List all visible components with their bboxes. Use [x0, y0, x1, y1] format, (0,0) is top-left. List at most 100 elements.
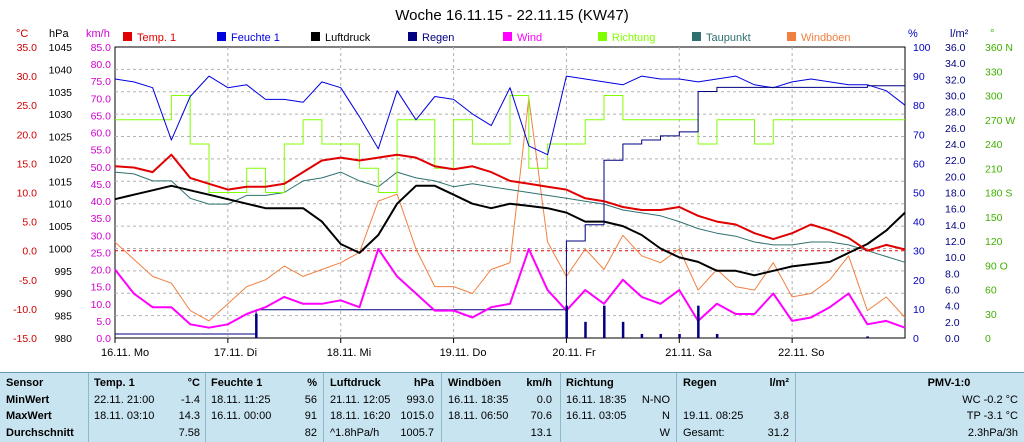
direction-tick-label: 330 [985, 66, 1003, 78]
wind-tick-label: 45.0 [91, 179, 112, 191]
pressure-tick-label: 990 [54, 288, 72, 300]
press-trend: ^1.8hPa/h [330, 426, 380, 439]
humidity-tick-label: 50 [913, 188, 925, 200]
temp-tick-label: 20.0 [17, 129, 38, 141]
wind-tick-label: 10.0 [91, 299, 112, 311]
stats-col-direction: Richtung 16.11. 18:35 N-NO 16.11. 03:05 N … [566, 375, 670, 441]
hum-unit: % [307, 377, 317, 389]
gust-min-date: 16.11. 18:35 [448, 393, 509, 406]
dir-min-value: N-NO [641, 393, 670, 406]
wind-tick-label: 50.0 [91, 162, 112, 174]
weather-chart: Woche 16.11.15 - 22.11.15 (KW47) Temp. 1… [13, 7, 1015, 359]
gust-min-value: 0.0 [536, 393, 552, 406]
direction-tick-label: 360 N [985, 42, 1013, 54]
temp-header: Temp. 1 [94, 377, 135, 389]
series-line-richtung [115, 95, 905, 193]
pressure-tick-label: 980 [54, 333, 72, 345]
rain-tick-label: 16.0 [945, 204, 966, 216]
press-unit: hPa [413, 377, 434, 389]
series-line-temp-1 [114, 153, 906, 252]
stats-col-humidity: Feuchte 1% 18.11. 11:25 56 16.11. 00:00 91… [211, 375, 317, 441]
stats-sensor-header: Sensor [6, 377, 44, 389]
hum-min-value: 56 [304, 393, 317, 406]
press-max-date: 18.11. 16:20 [330, 410, 391, 422]
legend-label: Windböen [801, 32, 851, 44]
rain-max-value: 3.8 [773, 410, 789, 422]
press-avg-value: 1005.7 [400, 426, 434, 439]
direction-tick-label: 180 S [985, 188, 1012, 200]
temp-max-value: 14.3 [178, 410, 200, 422]
direction-tick-label: 90 O [985, 260, 1008, 272]
stats-col-pressure: Luftdruck hPa 21.11. 12:05 993.0 18.11. 16… [330, 375, 434, 441]
press-min-value: 993.0 [406, 393, 434, 406]
wind-tick-label: 80.0 [91, 59, 112, 71]
wind-tick-label: 25.0 [91, 247, 112, 259]
gust-header: Windböen [448, 377, 502, 389]
rain-header: Regen [683, 377, 717, 389]
rain-unit: l/m² [769, 377, 789, 389]
direction-tick-label: 0 [985, 333, 991, 345]
series-line-regen [115, 85, 905, 335]
legend-label: Taupunkt [706, 32, 751, 44]
rain-tick-label: 8.0 [945, 268, 960, 280]
series-line-luftdruck [114, 184, 906, 277]
humidity-tick-label: 80 [913, 100, 925, 112]
wind-tick-label: 5.0 [96, 316, 111, 328]
legend-swatch [598, 32, 607, 41]
rain-tick-label: 28.0 [945, 107, 966, 119]
divider [795, 373, 796, 442]
legend-swatch [408, 32, 417, 41]
wind-tick-label: 15.0 [91, 282, 112, 294]
wind-tick-label: 20.0 [91, 265, 112, 277]
rain-bars [255, 305, 869, 338]
dir-max-date: 16.11. 03:05 [566, 410, 627, 422]
x-axis-label: 17.11. Di [214, 347, 257, 359]
rain-bar [697, 305, 700, 338]
series-line-taupunkt [114, 171, 906, 263]
divider [323, 373, 324, 442]
rain-bar [603, 305, 606, 338]
temp-tick-label: 35.0 [17, 42, 38, 54]
rain-bar [866, 336, 869, 338]
tick-labels: 35.0 30.0 25.0 20.0 15.0 10.0 5.0 0.0 -5.0 -10.0 -… [13, 42, 1015, 345]
pressure-tick-label: 1000 [49, 243, 73, 255]
pressure-tick-label: 1025 [49, 132, 73, 144]
x-axis-label: 20.11. Fr [552, 347, 596, 359]
wind-tick-label: 55.0 [91, 145, 112, 157]
rain-tick-label: 18.0 [945, 188, 966, 200]
temp-min-value: -1.4 [181, 393, 200, 406]
legend-label: Wind [517, 32, 542, 44]
rain-bar [659, 333, 662, 338]
x-axis-label: 18.11. Mi [327, 347, 371, 359]
legend-label: Luftdruck [325, 32, 371, 44]
temp-avg-value: 7.58 [178, 426, 200, 439]
divider [205, 373, 206, 442]
wind-tick-label: 40.0 [91, 196, 112, 208]
pressure-tick-label: 1030 [49, 109, 73, 121]
temp-tick-label: -5.0 [19, 275, 37, 287]
stats-col-pmv: PMV-1:0 WC -0.2 °C TP -3.1 °C 2.3hPa/3h [800, 375, 1018, 441]
rain-bar [678, 333, 681, 338]
legend-swatch [217, 32, 226, 41]
direction-tick-label: 300 [985, 91, 1003, 103]
axis-unit-press: hPa [49, 28, 69, 40]
temp-tick-label: -15.0 [13, 333, 37, 345]
stats-col-sensor: Sensor MinWert MaxWert Durchschnitt [6, 375, 86, 441]
pressure-tick-label: 1035 [49, 87, 73, 99]
axis-unit-rain: l/m² [950, 28, 969, 40]
wind-tick-label: 35.0 [91, 213, 112, 225]
x-axis-label: 22.11. So [778, 347, 824, 359]
divider [441, 373, 442, 442]
temp-tick-label: 5.0 [22, 217, 37, 229]
x-axis-label: 19.11. Do [440, 347, 487, 359]
rain-tick-label: 20.0 [945, 171, 966, 183]
pressure-tick-label: 1020 [49, 154, 73, 166]
press-max-value: 1015.0 [400, 410, 434, 422]
x-axis-label: 16.11. Mo [101, 347, 149, 359]
pmv-dewpoint: TP -3.1 °C [966, 410, 1018, 422]
hum-min-date: 18.11. 11:25 [211, 393, 271, 406]
pressure-tick-label: 1015 [49, 176, 73, 188]
legend-swatch [692, 32, 701, 41]
temp-tick-label: 25.0 [17, 100, 38, 112]
humidity-tick-label: 10 [913, 304, 925, 316]
